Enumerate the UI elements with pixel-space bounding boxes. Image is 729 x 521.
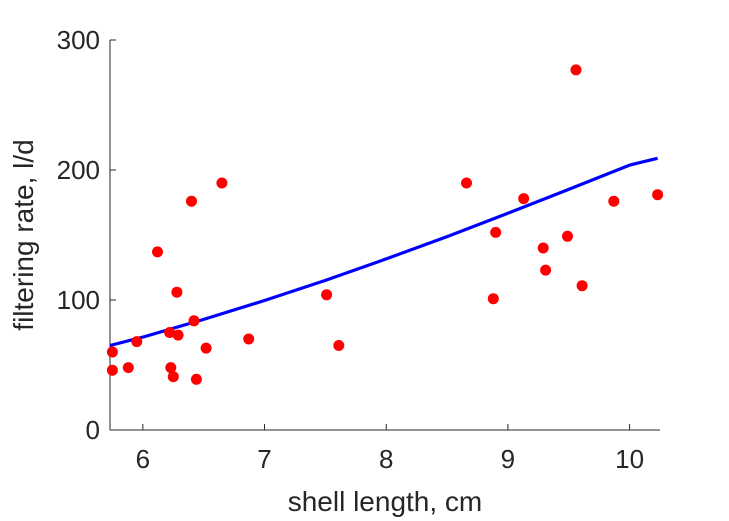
data-point bbox=[106, 346, 118, 358]
data-point bbox=[608, 195, 620, 207]
x-tick-label: 8 bbox=[379, 444, 393, 474]
data-point bbox=[490, 226, 502, 238]
data-point bbox=[164, 327, 176, 338]
data-point bbox=[131, 336, 143, 348]
x-tick-label: 9 bbox=[501, 444, 515, 474]
x-axis-label: shell length, cm bbox=[288, 486, 483, 517]
y-tick-label: 200 bbox=[57, 155, 100, 185]
data-point bbox=[165, 362, 177, 374]
y-tick-label: 0 bbox=[86, 415, 100, 445]
data-point bbox=[200, 342, 212, 354]
data-point bbox=[576, 280, 588, 292]
data-point bbox=[122, 362, 134, 374]
x-tick-label: 6 bbox=[136, 444, 150, 474]
data-point bbox=[243, 333, 255, 345]
data-point bbox=[321, 289, 333, 301]
data-point bbox=[216, 177, 228, 189]
data-point bbox=[570, 64, 582, 76]
data-point bbox=[106, 364, 118, 376]
data-point bbox=[562, 230, 573, 242]
y-tick-label: 100 bbox=[57, 285, 100, 315]
fit-layer bbox=[109, 156, 658, 348]
data-point bbox=[487, 293, 499, 305]
x-tick-label: 7 bbox=[257, 444, 271, 474]
data-point bbox=[171, 286, 183, 298]
data-point bbox=[461, 177, 472, 189]
data-point bbox=[333, 340, 345, 351]
data-point bbox=[652, 189, 664, 201]
y-tick-label: 300 bbox=[57, 25, 100, 55]
data-point bbox=[188, 315, 200, 327]
data-point bbox=[172, 329, 184, 341]
data-point bbox=[186, 195, 197, 207]
data-point bbox=[537, 242, 549, 254]
points-layer bbox=[106, 64, 664, 385]
x-tick-label: 10 bbox=[615, 444, 644, 474]
data-point bbox=[540, 264, 552, 276]
data-point bbox=[518, 193, 530, 205]
data-point bbox=[190, 373, 202, 385]
data-point bbox=[152, 246, 163, 258]
data-point bbox=[167, 371, 179, 383]
fit-curve bbox=[109, 156, 658, 348]
y-axis-label: filtering rate, l/d bbox=[8, 139, 39, 330]
